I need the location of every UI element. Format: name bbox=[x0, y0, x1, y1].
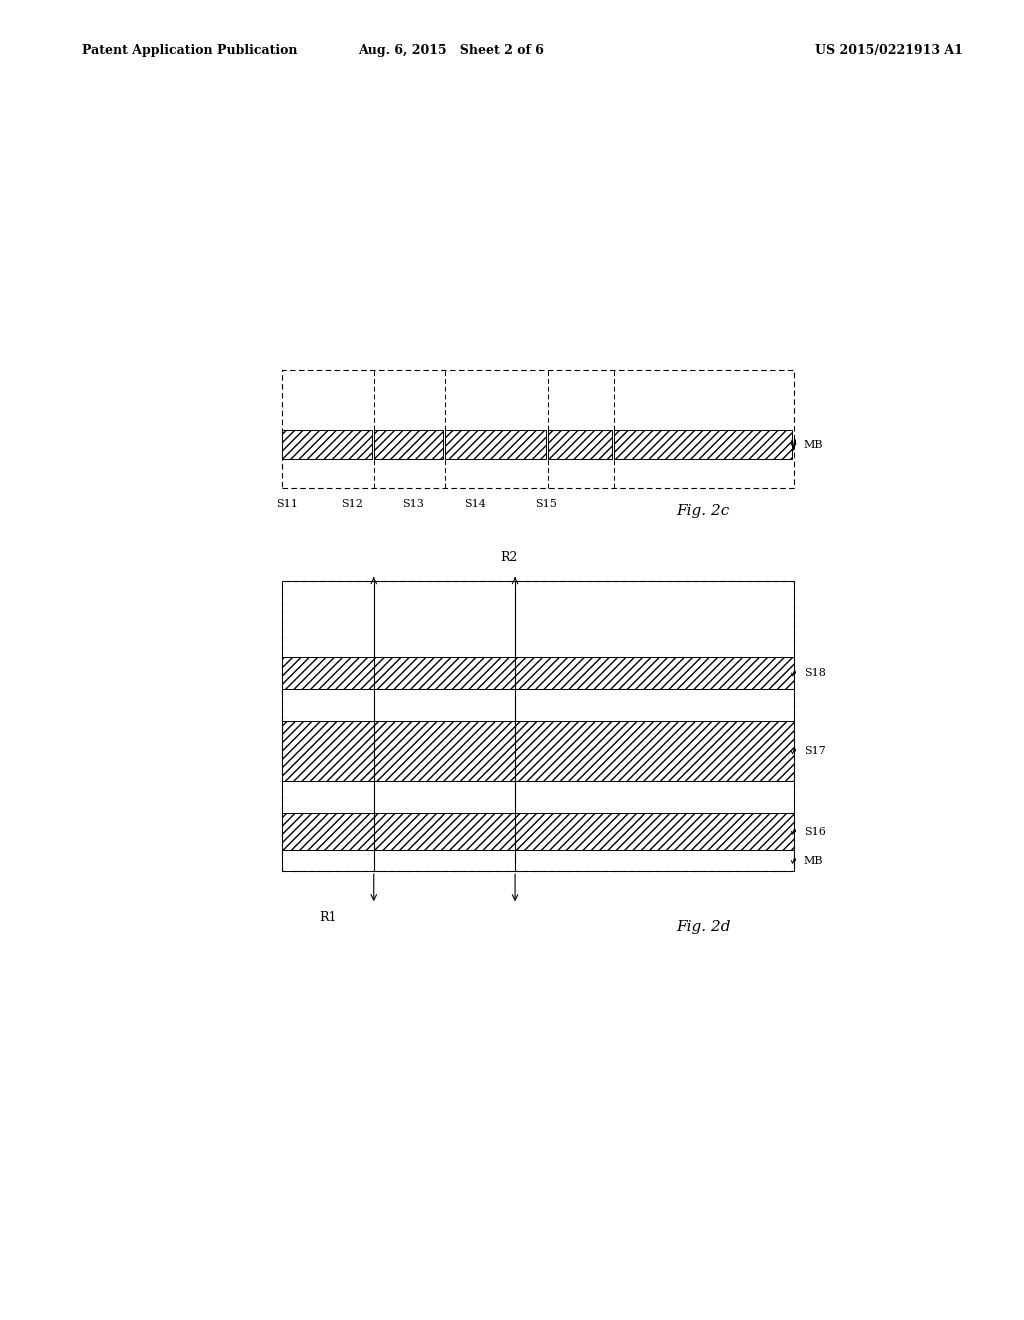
Bar bbox=[282, 721, 794, 781]
Bar bbox=[614, 430, 792, 459]
Text: Patent Application Publication: Patent Application Publication bbox=[82, 44, 297, 57]
Text: US 2015/0221913 A1: US 2015/0221913 A1 bbox=[815, 44, 963, 57]
Bar bbox=[282, 781, 794, 813]
Text: S11: S11 bbox=[276, 499, 298, 510]
Bar bbox=[282, 430, 372, 459]
Text: Fig. 2d: Fig. 2d bbox=[676, 920, 730, 935]
Bar bbox=[282, 850, 794, 871]
Bar bbox=[282, 657, 794, 689]
Text: Aug. 6, 2015   Sheet 2 of 6: Aug. 6, 2015 Sheet 2 of 6 bbox=[357, 44, 544, 57]
Bar bbox=[282, 581, 794, 871]
Bar bbox=[548, 430, 612, 459]
Text: S17: S17 bbox=[804, 746, 825, 756]
Bar bbox=[282, 370, 794, 488]
Bar bbox=[282, 813, 794, 850]
Text: S18: S18 bbox=[804, 668, 825, 678]
Text: S12: S12 bbox=[341, 499, 362, 510]
Text: S16: S16 bbox=[804, 826, 825, 837]
Text: S14: S14 bbox=[464, 499, 485, 510]
Text: S13: S13 bbox=[402, 499, 424, 510]
Text: S15: S15 bbox=[536, 499, 557, 510]
Bar bbox=[282, 581, 794, 657]
Text: R1: R1 bbox=[318, 911, 337, 924]
Text: Fig. 2c: Fig. 2c bbox=[676, 504, 729, 519]
Bar bbox=[374, 430, 443, 459]
Text: R2: R2 bbox=[501, 550, 517, 564]
Text: MB: MB bbox=[804, 440, 823, 450]
Bar bbox=[282, 689, 794, 721]
Text: MB: MB bbox=[804, 855, 823, 866]
Bar bbox=[445, 430, 546, 459]
